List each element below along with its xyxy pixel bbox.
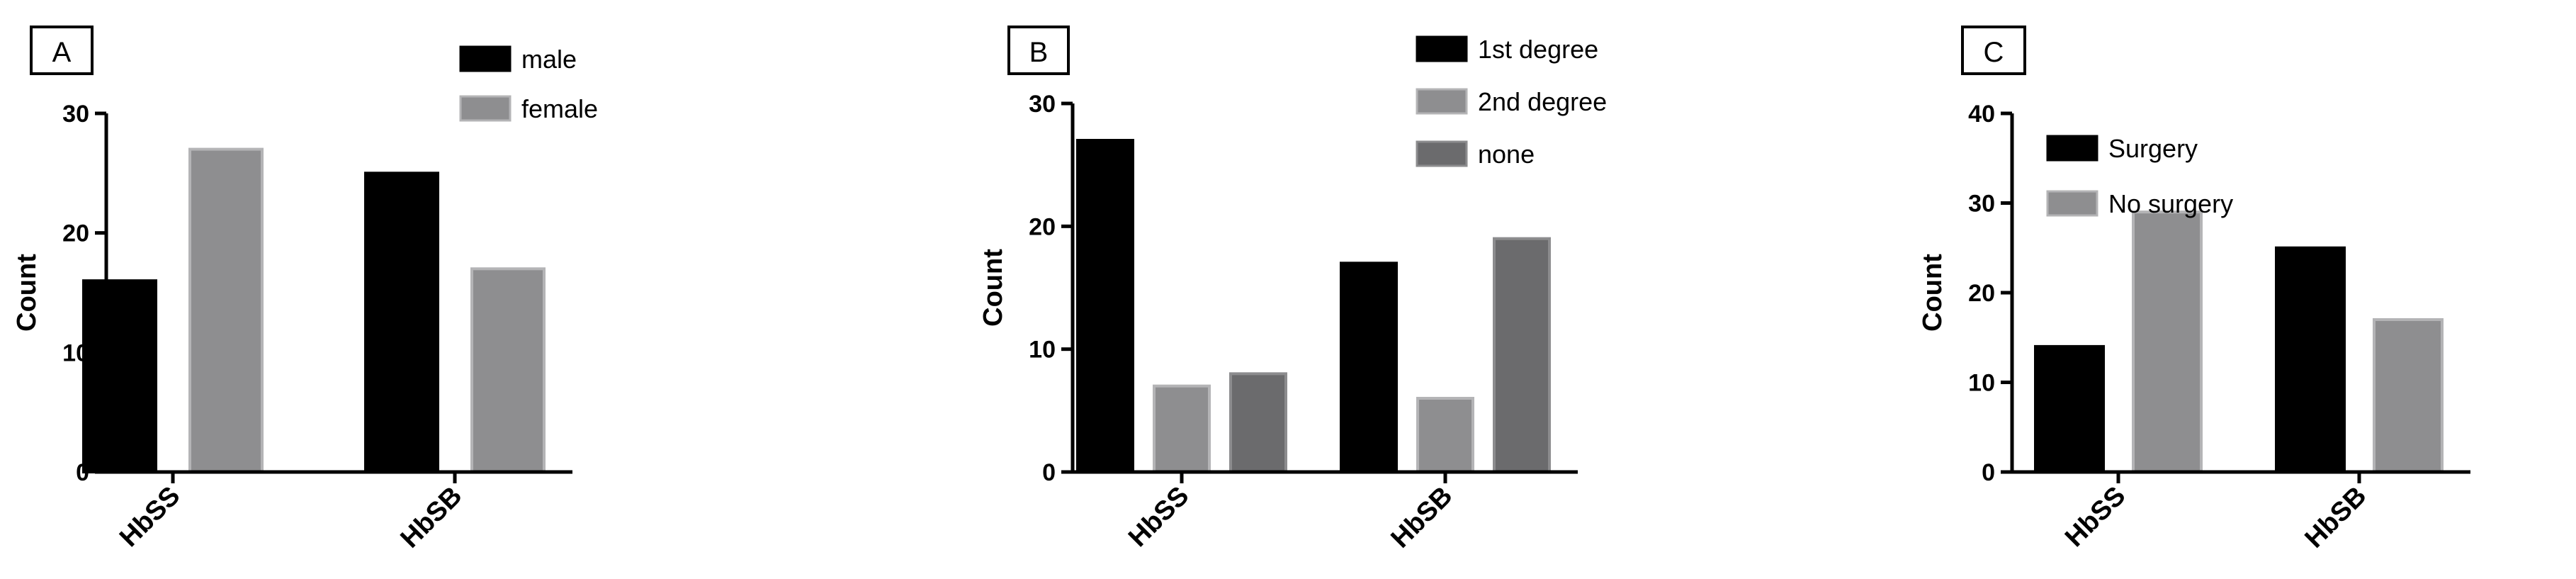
x-category-label: HbSS bbox=[114, 481, 186, 553]
legend-swatch bbox=[459, 95, 512, 122]
x-category-label: HbSB bbox=[1386, 481, 1459, 554]
y-tick-label: 40 bbox=[1968, 101, 1995, 128]
legend-label: none bbox=[1478, 140, 1535, 169]
y-tick-label: 30 bbox=[1968, 191, 1995, 218]
bar-none-hbsb bbox=[1493, 237, 1551, 473]
legend-swatch bbox=[2046, 135, 2098, 162]
x-category-label: HbSS bbox=[1123, 481, 1194, 553]
y-tick-label: 0 bbox=[1982, 459, 1995, 486]
chart-panel-c: C 0 10 20 30 40 HbSS HbSB Count Surgery No surgery bbox=[1918, 26, 2470, 554]
bar-no-surgery-hbsb bbox=[2373, 317, 2444, 474]
bar-none-hbss bbox=[1229, 372, 1287, 473]
panel-label: C bbox=[1984, 37, 2004, 68]
y-tick-label: 10 bbox=[1968, 370, 1995, 397]
chart-panel-b: B 0 10 20 30 HbSS HbSB Count 1st degree 2nd degre… bbox=[978, 26, 1607, 554]
bar-surgery-hbsb bbox=[2275, 246, 2346, 473]
y-axis-title: Count bbox=[978, 249, 1008, 327]
bar-1st-degree-hbsb bbox=[1340, 262, 1398, 473]
bar-1st-degree-hbss bbox=[1076, 139, 1134, 473]
legend-swatch bbox=[2046, 190, 2098, 217]
panel-label-box bbox=[30, 26, 94, 75]
y-tick-label: 20 bbox=[1029, 213, 1056, 240]
bar-female-hbsb bbox=[470, 267, 546, 473]
legend-swatch bbox=[1416, 140, 1468, 167]
y-tick-label: 30 bbox=[1029, 91, 1056, 118]
legend-swatch bbox=[1416, 35, 1468, 62]
y-tick-label: 10 bbox=[1029, 337, 1056, 364]
bar-2nd-degree-hbsb bbox=[1416, 397, 1474, 473]
bar-male-hbsb bbox=[364, 172, 439, 473]
y-tick-label: 0 bbox=[1042, 459, 1056, 486]
y-axis-title: Count bbox=[1918, 254, 1948, 332]
bar-female-hbss bbox=[188, 147, 264, 473]
panel-label: B bbox=[1029, 37, 1049, 68]
bar-surgery-hbss bbox=[2034, 344, 2105, 473]
panel-label-box bbox=[1007, 26, 1070, 75]
legend-label: female bbox=[521, 94, 598, 123]
legend-swatch bbox=[1416, 88, 1468, 115]
bar-2nd-degree-hbss bbox=[1153, 384, 1211, 474]
x-category-label: HbSS bbox=[2060, 481, 2131, 553]
legend-label: Surgery bbox=[2108, 134, 2198, 163]
chart-panel-a: A 0 10 20 30 HbSS HbSB Count male female bbox=[12, 26, 598, 554]
y-tick-label: 20 bbox=[1968, 280, 1995, 307]
legend-label: male bbox=[521, 45, 577, 74]
legend-label: 1st degree bbox=[1478, 35, 1598, 64]
bar-no-surgery-hbss bbox=[2132, 210, 2203, 473]
x-category-label: HbSB bbox=[2300, 481, 2373, 554]
x-category-label: HbSB bbox=[395, 481, 468, 554]
legend-swatch bbox=[459, 45, 512, 72]
y-tick-label: 0 bbox=[76, 459, 89, 486]
legend-label: 2nd degree bbox=[1478, 87, 1607, 116]
bar-male-hbss bbox=[82, 279, 157, 473]
panel-label-box bbox=[1961, 26, 2026, 75]
y-tick-label: 20 bbox=[62, 220, 89, 247]
legend-label: No surgery bbox=[2108, 189, 2233, 218]
y-tick-label: 10 bbox=[62, 339, 89, 366]
y-axis-title: Count bbox=[12, 254, 42, 332]
panel-label: A bbox=[52, 37, 72, 68]
y-tick-label: 30 bbox=[62, 101, 89, 128]
